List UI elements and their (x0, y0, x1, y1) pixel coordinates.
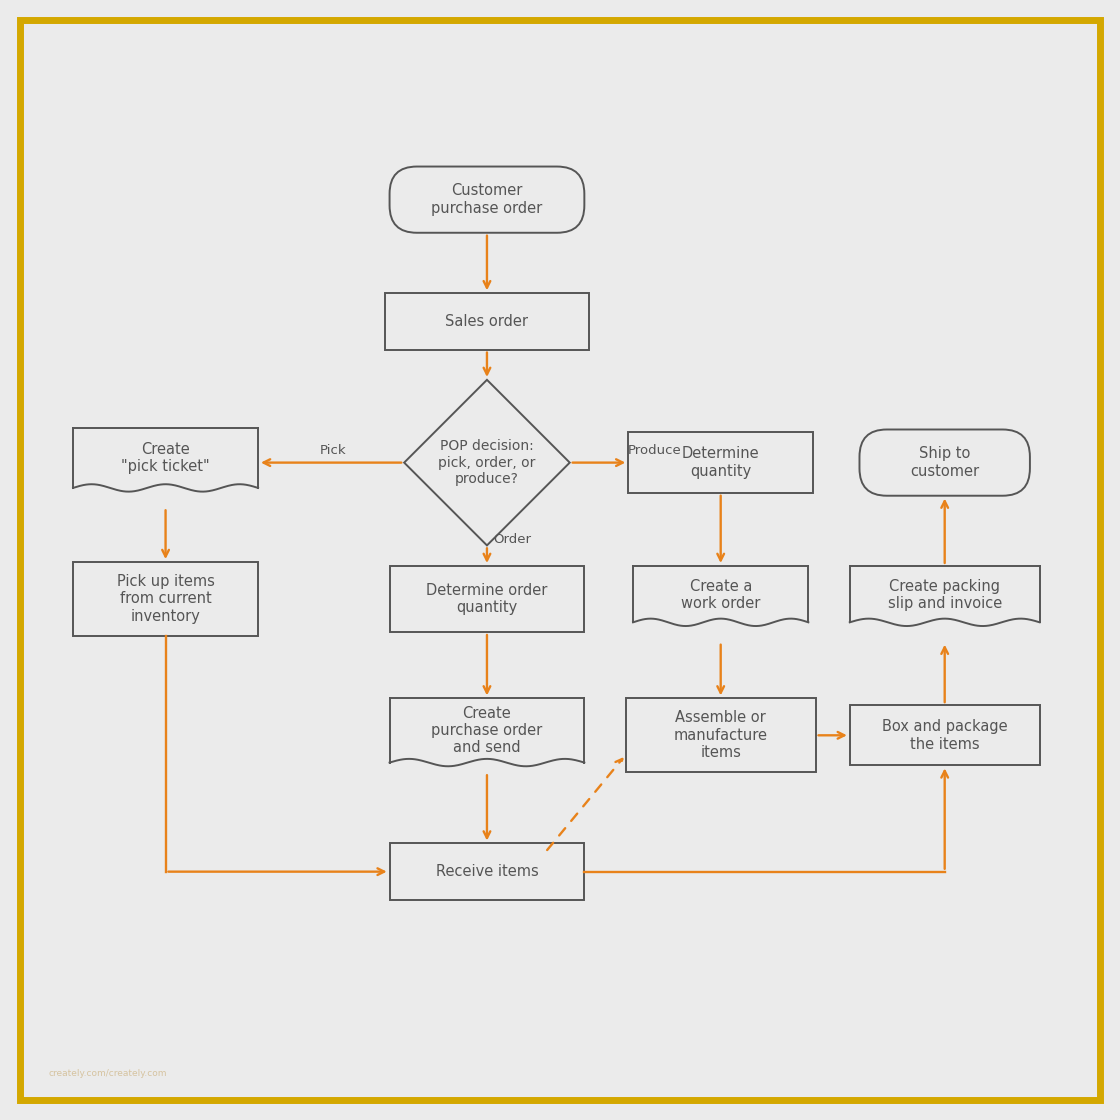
Text: Receive items: Receive items (436, 865, 539, 879)
FancyBboxPatch shape (859, 429, 1030, 496)
Text: Create
"pick ticket": Create "pick ticket" (121, 441, 209, 474)
Polygon shape (390, 698, 585, 766)
Text: Ship to
customer: Ship to customer (911, 447, 979, 479)
Text: Order: Order (493, 533, 531, 545)
Text: creately.com/creately.com: creately.com/creately.com (48, 1070, 167, 1079)
Text: Create packing
slip and invoice: Create packing slip and invoice (887, 579, 1001, 612)
Text: POP decision:
pick, order, or
produce?: POP decision: pick, order, or produce? (438, 439, 535, 486)
Text: Customer
purchase order: Customer purchase order (431, 184, 542, 216)
Text: Pick: Pick (320, 444, 347, 457)
FancyBboxPatch shape (390, 167, 585, 233)
Polygon shape (633, 566, 809, 626)
Text: Sales order: Sales order (446, 314, 529, 329)
Bar (73, 562, 258, 636)
Text: Produce: Produce (628, 444, 682, 457)
Bar (628, 432, 813, 493)
Text: Determine
quantity: Determine quantity (682, 447, 759, 479)
Polygon shape (850, 566, 1039, 626)
Text: Box and package
the items: Box and package the items (881, 719, 1008, 752)
Polygon shape (73, 428, 258, 492)
Polygon shape (404, 380, 570, 545)
Bar (626, 698, 815, 773)
Bar (384, 293, 589, 349)
Text: Create a
work order: Create a work order (681, 579, 760, 612)
Bar (850, 706, 1039, 765)
Text: Assemble or
manufacture
items: Assemble or manufacture items (674, 710, 767, 760)
Text: Create
purchase order
and send: Create purchase order and send (431, 706, 542, 755)
Bar (390, 843, 585, 899)
Bar (390, 566, 585, 632)
Text: Determine order
quantity: Determine order quantity (427, 582, 548, 615)
Text: Pick up items
from current
inventory: Pick up items from current inventory (116, 575, 215, 624)
